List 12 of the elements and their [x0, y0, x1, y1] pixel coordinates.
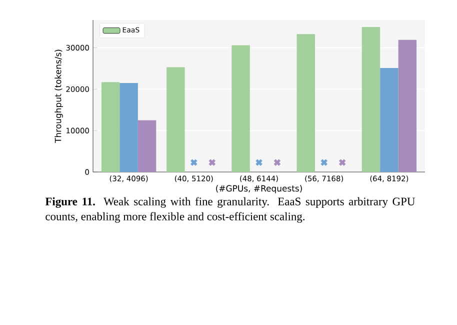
bar: [380, 68, 398, 172]
bar: [166, 67, 185, 172]
bar: [138, 120, 156, 172]
bar: [296, 34, 315, 172]
bar: [362, 27, 380, 172]
text: Figure 11. Weak scaling with fine granularity. EaaS supports arbitrary GPU counts, enabling more flexible and cost-efficient scaling.: [45, 197, 415, 223]
bar: [101, 82, 120, 172]
bar: [398, 40, 417, 172]
bar: [232, 45, 250, 172]
y-axis-title: Throughput (tokens/s): [54, 50, 63, 143]
x-axis-title: (#GPUs, #Requests): [216, 185, 302, 194]
bar: [120, 82, 138, 172]
